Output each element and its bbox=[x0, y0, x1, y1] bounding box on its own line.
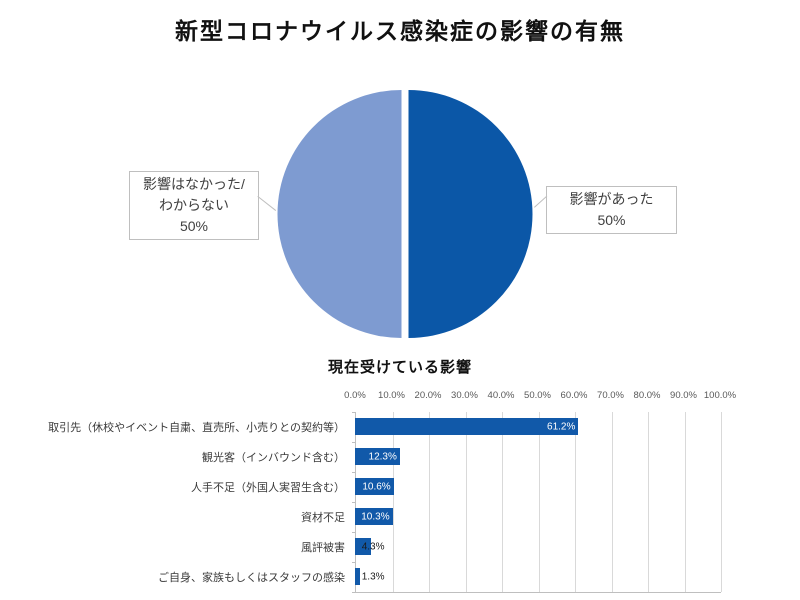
gridline bbox=[538, 412, 540, 592]
gridline bbox=[684, 412, 686, 592]
bar-chart-title: 現在受けている影響 bbox=[327, 359, 472, 376]
bar: 10.3% bbox=[355, 508, 393, 525]
x-axis: 0.0% 10.0% 20.0% 30.0% 40.0% 50.0% 60.0% 70.0% 8… bbox=[344, 390, 736, 404]
bar: 12.3% bbox=[355, 448, 400, 465]
y-axis-tick bbox=[352, 442, 356, 443]
x-axis-tick-label: 30.0% bbox=[451, 390, 478, 401]
gridline bbox=[721, 412, 722, 592]
value-label: 10.6% bbox=[362, 481, 391, 492]
gridline bbox=[429, 412, 430, 592]
gridline bbox=[611, 412, 613, 592]
y-axis-tick bbox=[352, 592, 356, 593]
x-axis-tick-label: 100.0% bbox=[703, 390, 737, 401]
value-label: 61.2% bbox=[547, 421, 576, 432]
pie-slice-2 bbox=[277, 90, 402, 338]
y-axis-tick bbox=[352, 472, 356, 473]
plot-area bbox=[352, 412, 722, 593]
value-label: 10.3% bbox=[361, 511, 390, 522]
value-label: 1.3% bbox=[361, 571, 385, 583]
main-title: 新型コロナウイルス感染症の影響の有無 bbox=[175, 18, 625, 44]
callout-left-line-3: 50% bbox=[179, 218, 209, 234]
x-axis-tick-label: 90.0% bbox=[670, 390, 697, 401]
category-label: 観光客（インバウンド含む） bbox=[202, 452, 345, 464]
x-axis-tick-label: 80.0% bbox=[633, 390, 661, 401]
pie-chart bbox=[277, 90, 533, 338]
callout-box-right: 影響があった 50% bbox=[546, 186, 677, 234]
x-axis-tick-label: 10.0% bbox=[378, 390, 405, 401]
callout-connector-left bbox=[257, 196, 277, 211]
y-axis-tick bbox=[352, 412, 356, 413]
callout-left-line-1: 影響はなかった/ bbox=[143, 176, 245, 192]
x-axis-tick-label: 50.0% bbox=[524, 390, 551, 401]
category-label: 風評被害 bbox=[301, 542, 345, 554]
y-axis-tick bbox=[352, 502, 356, 503]
bar bbox=[355, 568, 360, 585]
gridline bbox=[648, 412, 649, 592]
x-axis-tick-label: 0.0% bbox=[344, 390, 366, 401]
callout-box-left: 影響はなかった/ わからない 50% bbox=[129, 171, 259, 240]
category-label: 資材不足 bbox=[301, 512, 345, 524]
bar-row: 資材不足 10.3% bbox=[0, 502, 800, 532]
category-label: ご自身、家族もしくはスタッフの感染 bbox=[158, 572, 345, 584]
value-label: 12.3% bbox=[368, 451, 397, 462]
bar-row: 風評被害 4.3% bbox=[0, 532, 800, 562]
y-axis-tick bbox=[352, 532, 356, 533]
callout-right-line-2: 50% bbox=[597, 212, 626, 228]
value-label: 4.3% bbox=[361, 541, 385, 553]
bar: 10.6% bbox=[355, 478, 394, 495]
bar-row: 取引先（休校やイベント自粛、直売所、小売りとの契約等） 61.2% bbox=[0, 412, 800, 442]
gridline bbox=[392, 412, 394, 592]
bar: 61.2% bbox=[355, 418, 579, 435]
y-axis-tick bbox=[352, 562, 356, 563]
gridline bbox=[465, 412, 467, 592]
gridline bbox=[502, 412, 503, 592]
bar bbox=[355, 538, 371, 555]
bar-row: 観光客（インバウンド含む） 12.3% bbox=[0, 442, 800, 472]
category-label: 取引先（休校やイベント自粛、直売所、小売りとの契約等） bbox=[48, 422, 345, 434]
x-axis-tick-label: 40.0% bbox=[487, 390, 515, 401]
callout-left-line-2: わからない bbox=[159, 197, 229, 213]
callout-right-line-1: 影響があった bbox=[569, 191, 654, 207]
x-axis-tick-label: 20.0% bbox=[414, 390, 442, 401]
bar-row: 人手不足（外国人実習生含む） 10.6% bbox=[0, 472, 800, 502]
x-axis-tick-label: 60.0% bbox=[560, 390, 588, 401]
pie-slice-1 bbox=[408, 90, 533, 338]
bar-row: ご自身、家族もしくはスタッフの感染 1.3% bbox=[0, 562, 800, 592]
gridline bbox=[575, 412, 576, 592]
category-label: 人手不足（外国人実習生含む） bbox=[191, 482, 345, 494]
x-axis-tick-label: 70.0% bbox=[597, 390, 624, 401]
bar-chart: 取引先（休校やイベント自粛、直売所、小売りとの契約等） 61.2% 観光客（インバウ… bbox=[0, 412, 800, 592]
